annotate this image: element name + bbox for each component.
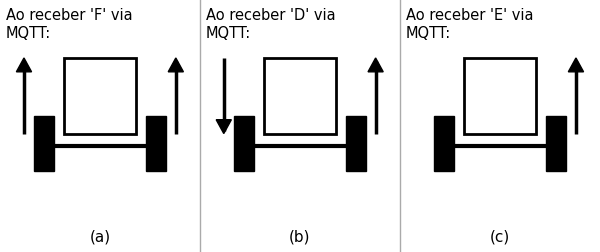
- Polygon shape: [568, 58, 584, 72]
- Polygon shape: [368, 58, 383, 72]
- Polygon shape: [168, 58, 184, 72]
- Bar: [464, 58, 536, 134]
- Text: (c): (c): [490, 229, 510, 244]
- Text: Ao receber 'D' via
MQTT:: Ao receber 'D' via MQTT:: [206, 8, 335, 41]
- Bar: [346, 116, 365, 171]
- Bar: [546, 116, 566, 171]
- Text: Ao receber 'F' via
MQTT:: Ao receber 'F' via MQTT:: [6, 8, 133, 41]
- Bar: [34, 116, 54, 171]
- Bar: [234, 116, 254, 171]
- Text: (a): (a): [89, 229, 110, 244]
- Text: (b): (b): [289, 229, 310, 244]
- Bar: [264, 58, 335, 134]
- Bar: [64, 58, 136, 134]
- Bar: [434, 116, 454, 171]
- Polygon shape: [16, 58, 32, 72]
- Bar: [146, 116, 166, 171]
- Text: Ao receber 'E' via
MQTT:: Ao receber 'E' via MQTT:: [406, 8, 533, 41]
- Polygon shape: [216, 120, 232, 134]
